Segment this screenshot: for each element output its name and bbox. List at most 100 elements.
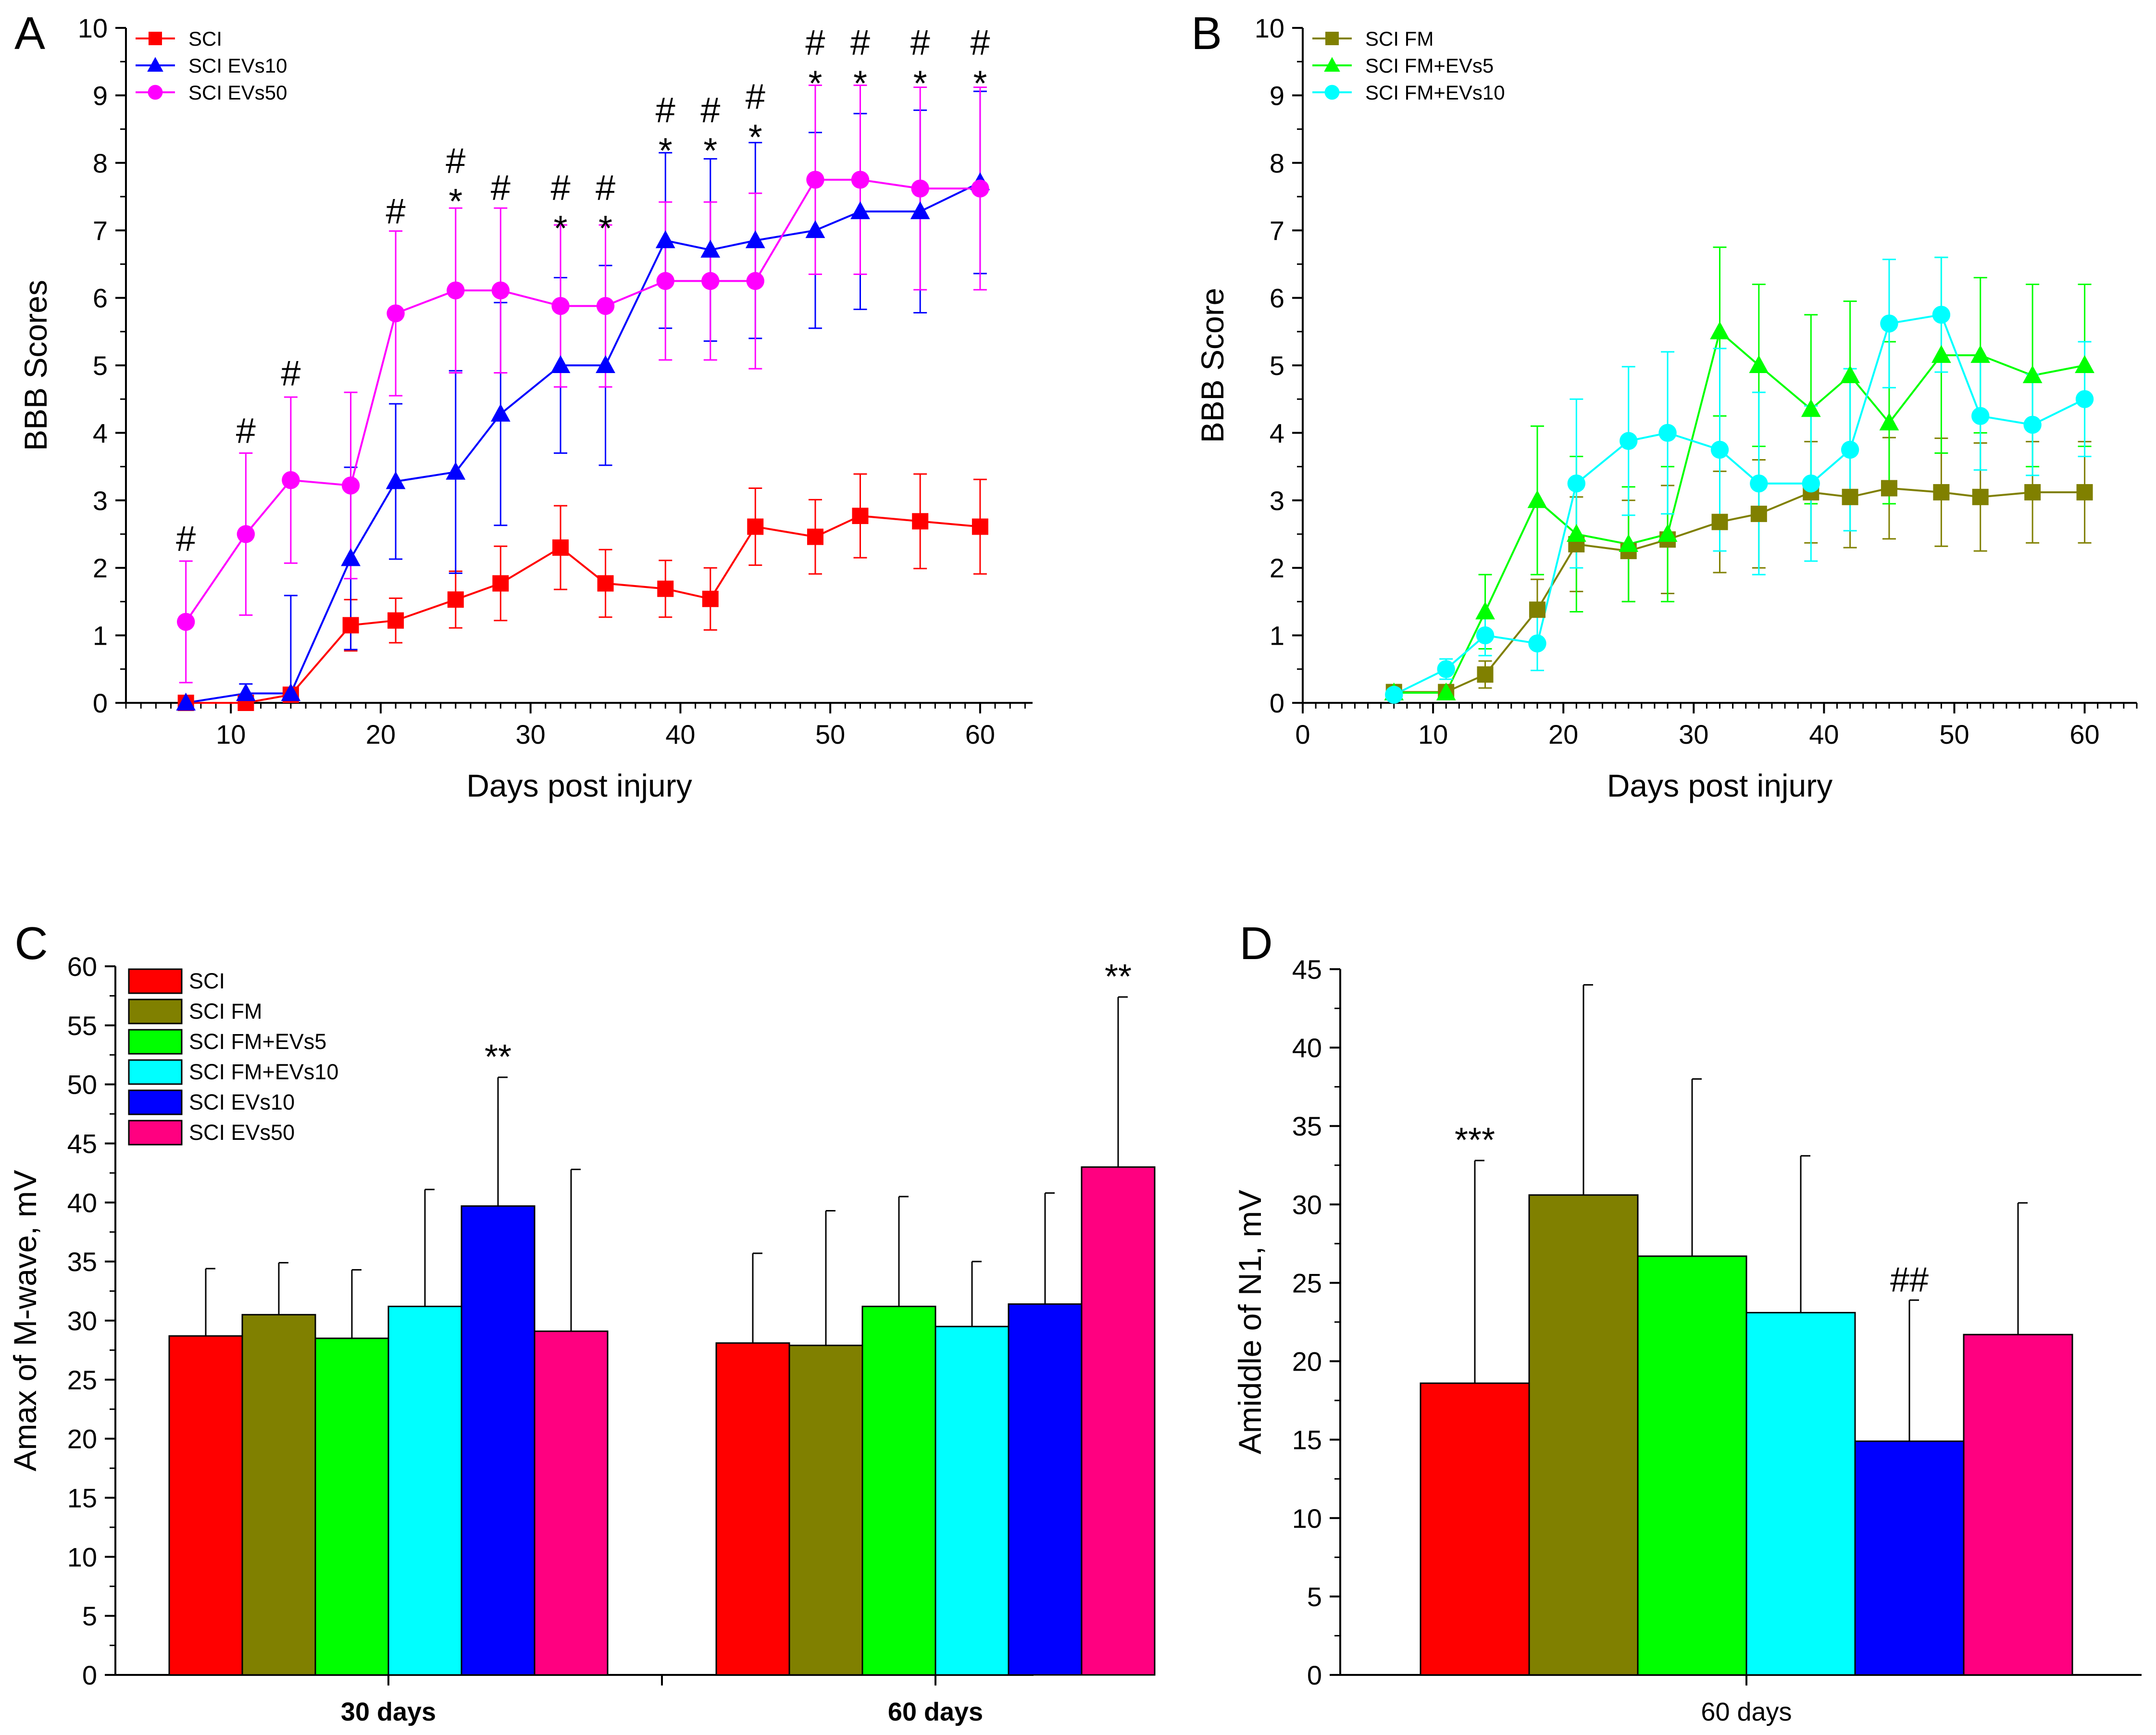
panel-a-y-tick-label: 2 <box>93 553 108 583</box>
panel-a-y-tick-label: 3 <box>93 486 108 516</box>
panel-d-y-tick-label: 20 <box>1292 1347 1322 1377</box>
panel-b-y-tick-label: 2 <box>1270 553 1284 583</box>
panel-a-x-tick-label: 40 <box>665 719 695 749</box>
panel-a-annotation: * <box>853 63 867 103</box>
panel-c-bar-sci-fm-evs5 <box>861 1306 936 1676</box>
panel-b-point-sci-fm-evs10 <box>1932 306 1951 324</box>
panel-a-y-tick-label: 1 <box>93 621 108 651</box>
panel-a-point-sci-evs10 <box>805 220 825 238</box>
panel-b-point-sci-fm-evs5 <box>2022 365 2043 383</box>
panel-b-point-sci-fm-evs5 <box>1801 399 1821 417</box>
panel-c-category-label: 60 days <box>888 1698 983 1726</box>
panel-a-legend-label: SCI EVs10 <box>188 54 287 77</box>
panel-a-annotation: * <box>973 63 987 103</box>
panel-c-y-tick-label: 0 <box>82 1660 97 1690</box>
panel-c-y-tick-label: 15 <box>67 1483 97 1513</box>
panel-b-point-sci-fm <box>1750 505 1767 522</box>
panel-b-label: B <box>1191 8 1222 59</box>
panel-b-x-tick-label: 0 <box>1295 719 1310 749</box>
panel-a-annotation: # <box>746 76 765 116</box>
panel-b-legend-marker-sci-fm-evs10 <box>1324 85 1340 100</box>
panel-c-legend-swatch-sci-fm <box>128 999 183 1024</box>
panel-a-point-sci-evs50 <box>386 304 405 323</box>
panel-c-bar-sci <box>168 1335 243 1676</box>
panel-b-y-tick-label: 4 <box>1270 418 1284 448</box>
panel-a-annotation: # <box>850 23 870 62</box>
panel-a-point-sci-evs50 <box>447 281 465 300</box>
panel-a-point-sci <box>342 617 359 634</box>
panel-a-annotation: # <box>236 411 256 450</box>
panel-d-annotation: *** <box>1455 1121 1495 1160</box>
panel-a-label: A <box>14 8 45 59</box>
panel-b-line-sci-fm-evs10 <box>1393 313 2085 696</box>
panel-a-y-tick-label: 6 <box>93 283 108 313</box>
panel-b-point-sci-fm-evs5 <box>1619 534 1639 552</box>
panel-a-annotation: * <box>913 63 927 103</box>
panel-a-y-axis-label: BBB Scores <box>18 280 53 451</box>
panel-c-y-tick-label: 25 <box>67 1365 97 1395</box>
panel-b-point-sci-fm-evs5 <box>1658 524 1678 542</box>
panel-b-point-sci-fm-evs5 <box>1475 601 1495 620</box>
panel-b-x-tick-label: 20 <box>1548 719 1578 749</box>
panel-c-y-tick-label: 20 <box>67 1424 97 1454</box>
panel-a-annotation: # <box>805 23 825 62</box>
panel-a-legend-marker-sci-evs10 <box>147 57 163 72</box>
panel-c-bar-sci-fm-evs5 <box>314 1337 389 1676</box>
panel-b-legend-label: SCI FM <box>1365 27 1433 50</box>
panel-c-legend-label: SCI EVs10 <box>189 1090 295 1114</box>
panel-a-annotation: # <box>386 191 406 231</box>
panel-c-bar-sci-fm <box>241 1314 316 1676</box>
panel-c-legend-label: SCI FM+EVs10 <box>189 1060 338 1084</box>
panel-b-legend-marker-sci-fm <box>1325 32 1339 45</box>
panel-a-y-tick-label: 9 <box>93 80 108 111</box>
panel-a-legend-label: SCI EVs50 <box>188 81 287 104</box>
panel-b-legend-marker-sci-fm-evs5 <box>1324 57 1340 72</box>
panel-a-point-sci <box>387 612 404 629</box>
panel-a-annotation: * <box>659 131 673 171</box>
panel-c-legend-swatch-sci-fm-evs5 <box>128 1029 183 1055</box>
panel-d-y-tick-label: 30 <box>1292 1189 1322 1220</box>
panel-a-x-tick-label: 30 <box>516 719 546 749</box>
panel-b-point-sci-fm-evs10 <box>1437 660 1455 678</box>
panel-c-y-tick-label: 40 <box>67 1187 97 1218</box>
panel-a-line-sci-evs50 <box>185 178 980 623</box>
panel-b-y-tick-label: 1 <box>1270 621 1284 651</box>
panel-a-annotation: # <box>700 90 720 130</box>
panel-a-point-sci-evs10 <box>745 230 765 249</box>
panel-a-x-tick-label: 20 <box>366 719 396 749</box>
panel-c-bar-sci-fm <box>788 1345 863 1676</box>
panel-b-point-sci-fm <box>1711 513 1728 530</box>
panel-a-point-sci-evs50 <box>596 297 615 315</box>
panel-b-point-sci-fm <box>1881 480 1897 497</box>
panel-a-point-sci-evs50 <box>971 179 989 198</box>
panel-b-point-sci-fm <box>2076 484 2093 500</box>
panel-c-legend-label: SCI FM+EVs5 <box>189 1029 326 1054</box>
panel-c-bar-sci-evs10 <box>1008 1303 1083 1676</box>
panel-a-annotation: # <box>596 168 615 208</box>
panel-a-point-sci-evs50 <box>176 612 195 631</box>
panel-a-point-sci-evs10 <box>655 230 675 249</box>
panel-d-label: D <box>1239 918 1272 969</box>
panel-a-point-sci-evs50 <box>851 171 870 189</box>
panel-a-point-sci <box>747 518 764 535</box>
panel-a-annotation: # <box>446 141 465 181</box>
panel-b-y-tick-label: 7 <box>1270 215 1284 246</box>
panel-a-point-sci <box>657 580 674 597</box>
panel-c-bar-sci <box>715 1342 790 1676</box>
panel-b-point-sci-fm <box>1842 488 1858 505</box>
panel-b-point-sci-fm <box>1477 666 1494 683</box>
panel-b-point-sci-fm-evs10 <box>1880 314 1898 333</box>
panel-b-point-sci-fm-evs10 <box>1841 440 1859 459</box>
panel-b-point-sci-fm-evs5 <box>1436 682 1456 700</box>
panel-a-point-sci <box>912 513 929 530</box>
panel-b-x-tick-label: 10 <box>1418 719 1448 749</box>
panel-a-annotation: # <box>656 90 675 130</box>
panel-d-y-tick-label: 40 <box>1292 1033 1322 1063</box>
panel-c-legend-label: SCI FM <box>189 999 262 1024</box>
panel-c-y-axis-label: Amax of M-wave, mV <box>7 1170 43 1471</box>
panel-a-point-sci-evs10 <box>700 239 721 258</box>
panel-b-y-tick-label: 0 <box>1270 688 1284 718</box>
panel-b-point-sci-fm-evs5 <box>1970 345 1991 363</box>
panel-c-bar-sci-evs10 <box>461 1205 536 1676</box>
